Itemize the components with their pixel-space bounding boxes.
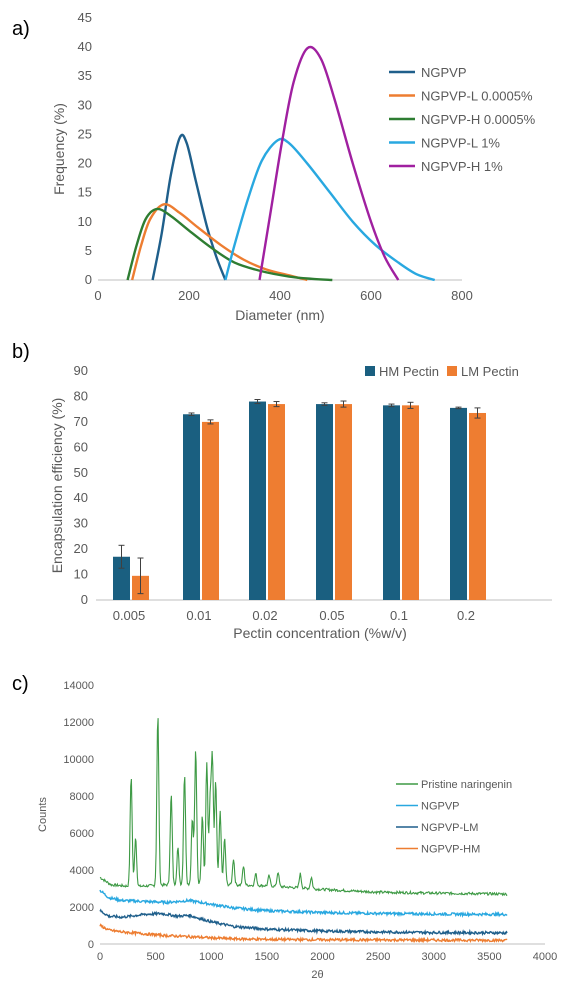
- chart-b-y-axis-title: Encapsulation efficiency (%): [49, 398, 65, 574]
- chart-b-encapsulation-efficiency: 0 10 20 30 40 50 60 70 80 90 Encapsulation efficie…: [49, 363, 552, 641]
- chart-c-x-tick-label: 500: [146, 951, 164, 963]
- chart-b-bar: [335, 404, 352, 600]
- chart-c-y-tick-label: 2000: [70, 902, 94, 914]
- chart-c-x-tick-label: 0: [97, 951, 103, 963]
- chart-a-y-tick-label: 5: [85, 243, 92, 258]
- chart-a-y-tick-label: 45: [78, 10, 92, 25]
- chart-a-series-line: [126, 207, 333, 282]
- chart-a-y-tick-label: 40: [78, 39, 92, 54]
- panel-c-label: c): [12, 673, 29, 695]
- chart-a-legend-label: NGPVP-H 0.0005%: [421, 112, 536, 127]
- chart-a-series-line: [151, 133, 227, 281]
- chart-c-series-line: [99, 908, 508, 937]
- chart-a-y-tick-label: 10: [78, 214, 92, 229]
- chart-a-x-tick-label: 800: [451, 288, 473, 303]
- chart-a-y-tick-label: 35: [78, 68, 92, 83]
- chart-a-series-line: [130, 203, 308, 282]
- chart-c-y-tick-label: 6000: [70, 828, 94, 840]
- chart-b-x-tick-label: 0.05: [319, 608, 344, 623]
- chart-c-y-tick-label: 8000: [70, 791, 94, 803]
- chart-b-bar: [113, 556, 130, 600]
- chart-b-y-tick-label: 10: [74, 567, 88, 582]
- panel-a-label: a): [12, 18, 30, 40]
- chart-b-y-tick-label: 90: [74, 363, 88, 378]
- chart-c-y-tick-label: 14000: [63, 680, 94, 692]
- chart-c-y-tick-label: 12000: [63, 717, 94, 729]
- chart-b-bar: [202, 421, 219, 600]
- chart-a-x-tick-label: 600: [360, 288, 382, 303]
- chart-a-y-tick-label: 25: [78, 126, 92, 141]
- chart-b-y-tick-label: 50: [74, 465, 88, 480]
- chart-a-legend-label: NGPVP-L 0.0005%: [421, 89, 533, 104]
- chart-a-series-line: [258, 45, 400, 281]
- chart-a-x-tick-label: 400: [269, 288, 291, 303]
- chart-b-bar: [383, 405, 400, 600]
- chart-c-x-axis-title: 2θ: [311, 969, 323, 981]
- chart-c-y-axis-title: Counts: [37, 797, 49, 832]
- chart-c-series-line: [99, 923, 508, 944]
- chart-a-y-tick-label: 15: [78, 185, 92, 200]
- chart-a-legend-label: NGPVP-L 1%: [421, 136, 500, 151]
- chart-b-y-tick-label: 60: [74, 439, 88, 454]
- chart-a-y-tick-label: 20: [78, 156, 92, 171]
- chart-c-legend-label: NGPVP-LM: [421, 822, 478, 834]
- chart-a-x-tick-label: 0: [94, 288, 101, 303]
- chart-c-legend-label: NGPVP-HM: [421, 844, 480, 856]
- chart-c-x-tick-label: 4000: [533, 951, 557, 963]
- chart-c-y-tick-label: 4000: [70, 865, 94, 877]
- chart-b-legend-label: HM Pectin: [379, 364, 439, 379]
- chart-c-x-tick-label: 3500: [477, 951, 501, 963]
- chart-c-y-tick-label: 10000: [63, 754, 94, 766]
- chart-a-y-tick-label: 30: [78, 97, 92, 112]
- chart-b-bar: [268, 404, 285, 600]
- chart-a-y-tick-label: 0: [85, 272, 92, 287]
- chart-b-x-tick-label: 0.02: [252, 608, 277, 623]
- chart-a-size-distribution: 0 200 400 600 800 0 5 10 15 20 25 30 35 40 45 Diameter …: [51, 10, 536, 323]
- chart-b-bar: [183, 414, 200, 600]
- chart-b-x-tick-label: 0.2: [457, 608, 475, 623]
- chart-a-x-axis-title: Diameter (nm): [235, 307, 324, 323]
- chart-a-y-axis-title: Frequency (%): [51, 103, 67, 195]
- chart-b-x-tick-label: 0.1: [390, 608, 408, 623]
- chart-c-x-tick-label: 1000: [199, 951, 223, 963]
- chart-c-x-tick-label: 2000: [310, 951, 334, 963]
- chart-b-bar: [316, 404, 333, 600]
- chart-b-y-tick-label: 40: [74, 490, 88, 505]
- chart-b-x-axis-title: Pectin concentration (%w/v): [233, 625, 407, 641]
- chart-b-x-tick-label: 0.01: [186, 608, 211, 623]
- chart-c-series-line: [99, 718, 508, 897]
- chart-a-series-line: [224, 137, 436, 282]
- chart-b-bar: [450, 407, 467, 600]
- chart-b-bar: [469, 412, 486, 600]
- chart-c-xrd-pattern: 0 500 1000 1500 2000 2500 3000 3500 4000 0 2000 400…: [37, 680, 557, 981]
- chart-c-legend-label: NGPVP: [421, 801, 460, 813]
- chart-b-bar: [402, 405, 419, 600]
- chart-a-legend-label: NGPVP: [421, 65, 467, 80]
- panel-b-label: b): [12, 341, 30, 363]
- chart-c-legend-label: Pristine naringenin: [421, 779, 512, 791]
- chart-c-y-tick-label: 0: [88, 939, 94, 951]
- chart-c-x-tick-label: 2500: [366, 951, 390, 963]
- chart-a-x-tick-label: 200: [178, 288, 200, 303]
- chart-b-y-tick-label: 80: [74, 388, 88, 403]
- chart-b-y-tick-label: 30: [74, 516, 88, 531]
- chart-c-series-line: [99, 889, 508, 918]
- chart-b-bar: [249, 401, 266, 600]
- chart-b-legend-label: LM Pectin: [461, 364, 519, 379]
- chart-b-x-tick-label: 0.005: [113, 608, 146, 623]
- chart-c-x-tick-label: 1500: [255, 951, 279, 963]
- chart-b-y-tick-label: 0: [81, 592, 88, 607]
- chart-b-legend-swatch: [447, 366, 457, 376]
- chart-a-legend-label: NGPVP-H 1%: [421, 159, 503, 174]
- chart-b-y-tick-label: 70: [74, 414, 88, 429]
- chart-b-y-tick-label: 20: [74, 541, 88, 556]
- chart-c-x-tick-label: 3000: [422, 951, 446, 963]
- chart-b-legend-swatch: [365, 366, 375, 376]
